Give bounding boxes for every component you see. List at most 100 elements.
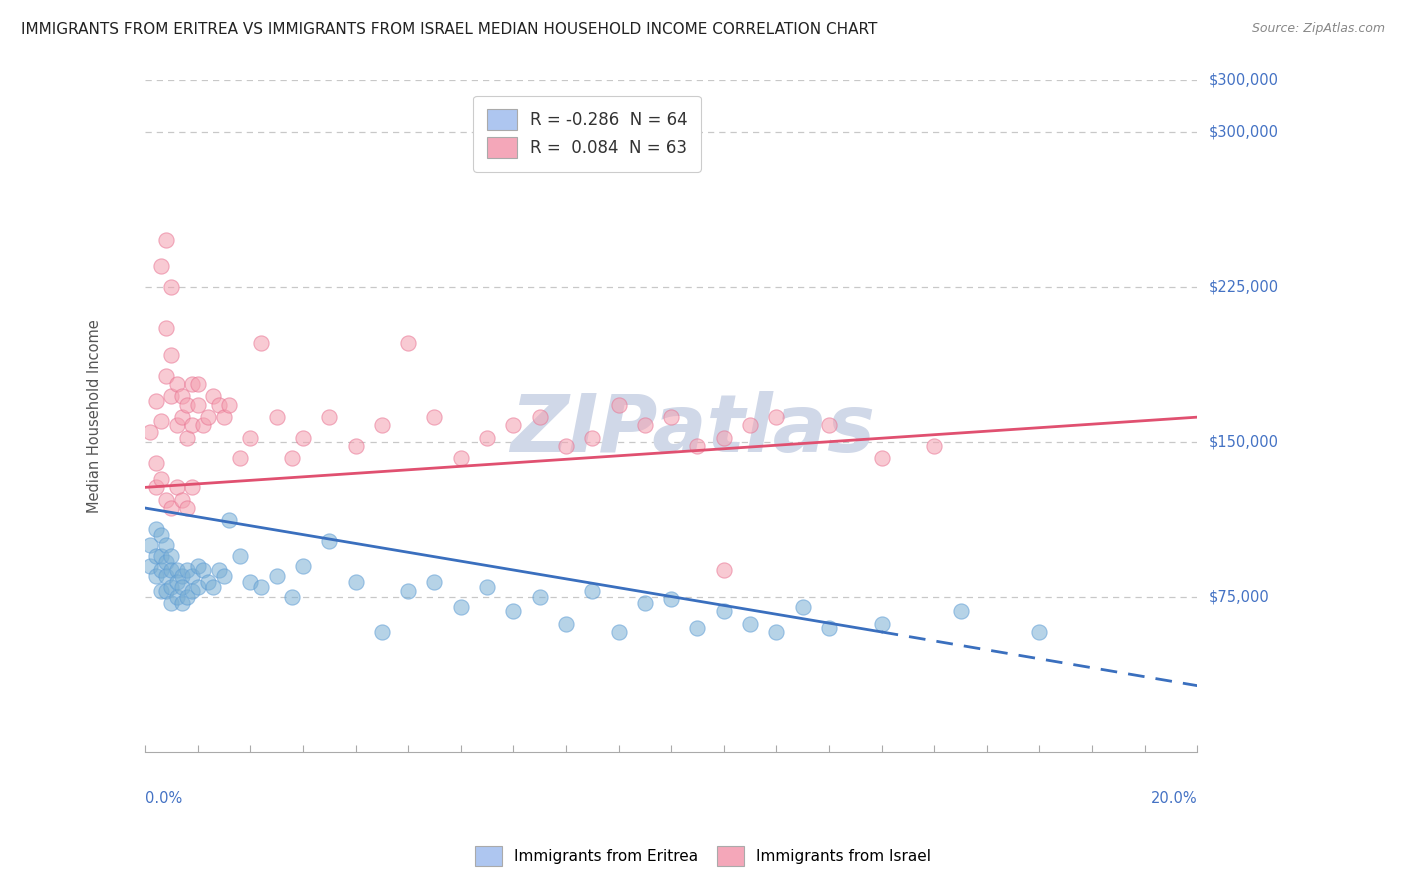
Point <box>145 393 167 408</box>
Point <box>181 480 204 494</box>
Point <box>713 563 735 577</box>
Point <box>187 580 209 594</box>
Point <box>713 604 735 618</box>
Legend: R = -0.286  N = 64, R =  0.084  N = 63: R = -0.286 N = 64, R = 0.084 N = 63 <box>474 95 700 171</box>
Text: ZIPatlas: ZIPatlas <box>510 391 875 468</box>
Point <box>166 563 188 577</box>
Point <box>229 451 252 466</box>
Point <box>250 335 273 350</box>
Point <box>686 439 709 453</box>
Point <box>149 260 172 274</box>
Point <box>371 418 394 433</box>
Point <box>166 575 188 590</box>
Point <box>202 580 225 594</box>
Point <box>529 590 551 604</box>
Point <box>160 389 183 403</box>
Point <box>318 410 340 425</box>
Point <box>208 563 231 577</box>
Point <box>371 624 394 639</box>
Point <box>291 431 314 445</box>
Point <box>212 569 235 583</box>
Point <box>155 492 177 507</box>
Point <box>870 451 893 466</box>
Point <box>450 600 472 615</box>
Point <box>740 418 762 433</box>
Point <box>145 549 167 563</box>
Text: 20.0%: 20.0% <box>1150 790 1198 805</box>
Point <box>187 398 209 412</box>
Point <box>218 398 240 412</box>
Point <box>155 583 177 598</box>
Point <box>202 389 225 403</box>
Point <box>166 377 188 392</box>
Point <box>139 538 162 552</box>
Point <box>529 410 551 425</box>
Text: 0.0%: 0.0% <box>145 790 183 805</box>
Point <box>176 563 198 577</box>
Point <box>176 398 198 412</box>
Point <box>145 522 167 536</box>
Point <box>160 280 183 294</box>
Point <box>181 583 204 598</box>
Point <box>139 558 162 573</box>
Point <box>170 389 193 403</box>
Point <box>166 590 188 604</box>
Point <box>155 538 177 552</box>
Point <box>149 563 172 577</box>
Text: Median Household Income: Median Household Income <box>87 319 103 513</box>
Point <box>502 418 524 433</box>
Point <box>423 575 446 590</box>
Point <box>818 418 841 433</box>
Point <box>792 600 814 615</box>
Text: $150,000: $150,000 <box>1208 434 1278 450</box>
Point <box>396 583 419 598</box>
Point <box>187 377 209 392</box>
Point <box>191 563 214 577</box>
Point <box>149 472 172 486</box>
Point <box>160 501 183 516</box>
Point <box>607 398 630 412</box>
Point <box>502 604 524 618</box>
Point <box>396 335 419 350</box>
Point <box>765 410 787 425</box>
Point <box>818 621 841 635</box>
Point <box>555 616 578 631</box>
Point <box>344 439 367 453</box>
Point <box>155 233 177 247</box>
Text: $300,000: $300,000 <box>1208 73 1278 88</box>
Point <box>197 575 219 590</box>
Point <box>239 431 262 445</box>
Point <box>149 528 172 542</box>
Point <box>176 590 198 604</box>
Point <box>155 321 177 335</box>
Point <box>191 418 214 433</box>
Point <box>266 569 288 583</box>
Point <box>145 456 167 470</box>
Point <box>212 410 235 425</box>
Point <box>176 501 198 516</box>
Legend: Immigrants from Eritrea, Immigrants from Israel: Immigrants from Eritrea, Immigrants from… <box>467 838 939 873</box>
Point <box>266 410 288 425</box>
Point <box>166 480 188 494</box>
Point <box>181 418 204 433</box>
Point <box>155 569 177 583</box>
Point <box>197 410 219 425</box>
Point <box>170 492 193 507</box>
Point <box>187 558 209 573</box>
Point <box>713 431 735 445</box>
Point <box>149 549 172 563</box>
Point <box>634 418 657 433</box>
Point <box>949 604 972 618</box>
Point <box>176 431 198 445</box>
Point <box>139 425 162 439</box>
Point <box>291 558 314 573</box>
Point <box>239 575 262 590</box>
Point <box>634 596 657 610</box>
Point <box>155 555 177 569</box>
Point <box>160 580 183 594</box>
Point <box>160 348 183 362</box>
Point <box>229 549 252 563</box>
Point <box>181 377 204 392</box>
Point <box>475 431 498 445</box>
Point <box>160 549 183 563</box>
